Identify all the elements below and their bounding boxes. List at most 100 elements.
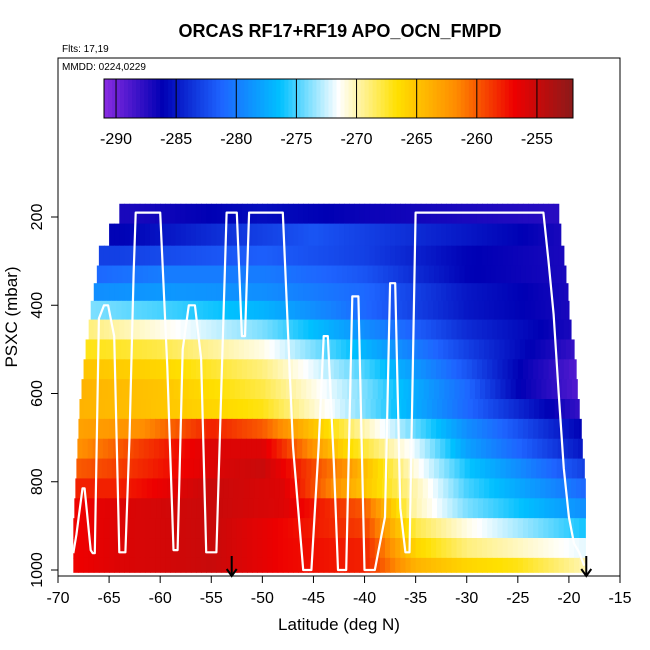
heatmap-row bbox=[79, 399, 580, 420]
heatmap-cell bbox=[517, 557, 524, 573]
heatmap-cell bbox=[512, 319, 519, 341]
heatmap-cell bbox=[387, 339, 393, 360]
heatmap-cell bbox=[483, 498, 489, 519]
heatmap-cell bbox=[528, 359, 534, 380]
heatmap-cell bbox=[396, 498, 402, 519]
heatmap-cell bbox=[226, 518, 233, 539]
heatmap-cell bbox=[195, 557, 202, 573]
heatmap-cell bbox=[374, 245, 381, 267]
heatmap-cell bbox=[324, 399, 331, 420]
heatmap-cell bbox=[326, 458, 333, 480]
heatmap-cell bbox=[103, 245, 110, 267]
heatmap-cell bbox=[415, 538, 422, 559]
heatmap-cell bbox=[201, 245, 207, 267]
heatmap-cell bbox=[548, 359, 555, 380]
heatmap-cell bbox=[482, 538, 488, 559]
heatmap-cell bbox=[328, 319, 335, 341]
heatmap-cell bbox=[395, 203, 401, 225]
heatmap-cell bbox=[476, 223, 483, 247]
heatmap-cell bbox=[308, 319, 315, 341]
heatmap-cell bbox=[477, 498, 484, 519]
heatmap-cell bbox=[106, 478, 112, 499]
colorbar-segment bbox=[284, 79, 289, 118]
heatmap-cell bbox=[98, 359, 105, 380]
heatmap-cell bbox=[212, 498, 218, 519]
heatmap-cell bbox=[283, 498, 290, 519]
heatmap-cell bbox=[181, 498, 188, 519]
heatmap-cell bbox=[119, 557, 126, 573]
heatmap-cell bbox=[211, 245, 217, 267]
colorbar-segment bbox=[396, 79, 402, 118]
heatmap-cell bbox=[262, 418, 269, 440]
heatmap-cell bbox=[420, 557, 427, 573]
heatmap-cell bbox=[441, 538, 447, 559]
heatmap-cell bbox=[398, 458, 404, 480]
heatmap-cell bbox=[167, 339, 174, 360]
heatmap-cell bbox=[223, 339, 230, 360]
heatmap-cell bbox=[267, 359, 274, 380]
heatmap-cell bbox=[575, 498, 581, 519]
heatmap-cell bbox=[122, 265, 129, 284]
colorbar-segment bbox=[376, 79, 382, 118]
heatmap-cell bbox=[199, 265, 205, 284]
heatmap-cell bbox=[93, 359, 100, 380]
heatmap-cell bbox=[397, 300, 403, 321]
heatmap-cell bbox=[313, 557, 320, 573]
heatmap-cell bbox=[450, 438, 457, 460]
heatmap-cell bbox=[410, 203, 417, 225]
heatmap-cell bbox=[236, 418, 243, 440]
heatmap-cell bbox=[425, 223, 432, 247]
heatmap-cell bbox=[203, 478, 209, 499]
heatmap-cell bbox=[257, 203, 263, 225]
heatmap-cell bbox=[420, 203, 427, 225]
heatmap-cell bbox=[334, 498, 341, 519]
heatmap-cell bbox=[328, 203, 335, 225]
heatmap-cell bbox=[206, 518, 212, 539]
heatmap-cell bbox=[287, 319, 294, 341]
colorbar-segment bbox=[556, 79, 562, 118]
colorbar-segment bbox=[172, 79, 177, 118]
heatmap-cell bbox=[577, 379, 578, 400]
heatmap-cell bbox=[446, 518, 452, 539]
heatmap-cell bbox=[309, 399, 316, 420]
heatmap-cell bbox=[566, 379, 573, 400]
heatmap-cell bbox=[116, 478, 122, 499]
heatmap-cell bbox=[390, 359, 396, 380]
heatmap-cell bbox=[390, 557, 396, 573]
heatmap-cell bbox=[114, 319, 120, 341]
heatmap-cell bbox=[103, 557, 110, 573]
heatmap-cell bbox=[296, 265, 302, 284]
heatmap-cell bbox=[293, 319, 299, 341]
heatmap-cell bbox=[451, 538, 458, 559]
heatmap-cell bbox=[441, 245, 447, 267]
heatmap-cell bbox=[149, 223, 156, 247]
x-tick-label: -25 bbox=[506, 590, 529, 607]
heatmap-cell bbox=[262, 538, 269, 559]
heatmap-cell bbox=[569, 498, 576, 519]
colorbar-tick-label: -255 bbox=[521, 131, 553, 148]
heatmap-cell bbox=[359, 203, 366, 225]
heatmap-cell bbox=[486, 438, 492, 460]
heatmap-cell bbox=[442, 399, 448, 420]
heatmap-cell bbox=[541, 458, 548, 480]
heatmap-cell bbox=[166, 498, 173, 519]
heatmap-cell bbox=[539, 498, 545, 519]
heatmap-cell bbox=[257, 223, 263, 247]
heatmap-cell bbox=[247, 245, 253, 267]
heatmap-cell bbox=[202, 399, 208, 420]
heatmap-cell bbox=[134, 418, 141, 440]
heatmap-cell bbox=[468, 300, 475, 321]
heatmap-cell bbox=[306, 458, 313, 480]
colorbar-segment bbox=[380, 79, 386, 118]
heatmap-cell bbox=[315, 300, 322, 321]
heatmap-cell bbox=[250, 379, 256, 400]
heatmap-cell bbox=[130, 498, 137, 519]
heatmap-cell bbox=[122, 379, 129, 400]
heatmap-cell bbox=[522, 557, 529, 573]
heatmap-cell bbox=[110, 399, 116, 420]
heatmap-cell bbox=[539, 399, 545, 420]
heatmap-cell bbox=[403, 458, 410, 480]
heatmap-cell bbox=[451, 418, 458, 440]
heatmap-cell bbox=[280, 379, 287, 400]
heatmap-cell bbox=[568, 557, 575, 573]
